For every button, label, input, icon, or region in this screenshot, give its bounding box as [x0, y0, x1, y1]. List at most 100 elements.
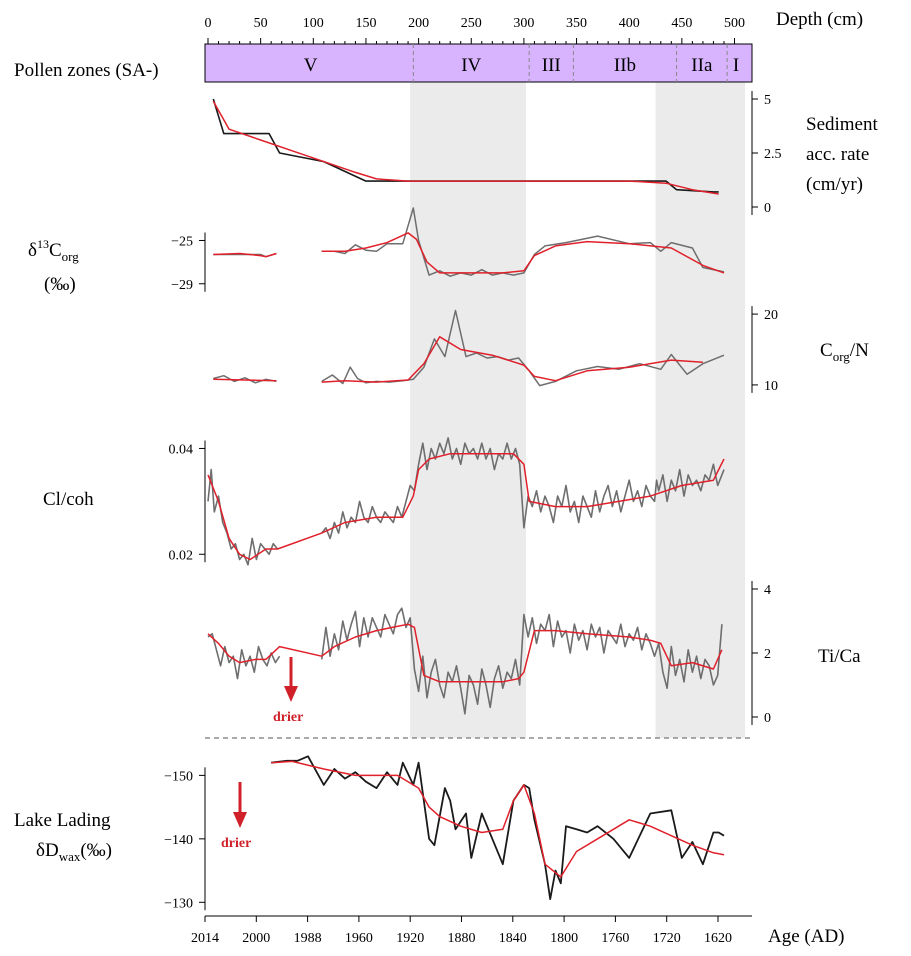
age-tick-label-1760: 1760	[601, 931, 629, 946]
acc-rate-label-line1: Sediment	[806, 114, 878, 135]
pollen-zones-label: Pollen zones (SA-)	[14, 60, 159, 81]
shade-0	[410, 82, 527, 738]
drier-arrow-dd: drier	[221, 782, 251, 851]
d13c-label-line1: δ13Corg	[28, 237, 79, 264]
depth-tick-label-150: 150	[355, 16, 376, 31]
dd-wax-sub: wax	[59, 849, 81, 864]
depth-tick-label-300: 300	[513, 16, 534, 31]
ti_ca-raw-seg-1	[320, 607, 723, 715]
arrow-head-2	[233, 812, 247, 828]
age-axis: 2014 2000 1988 1960 1920 1880 1840 1800 1760 1720…	[191, 915, 845, 947]
age-tick-label-1920: 1920	[396, 931, 424, 946]
zone-label-I: I	[733, 55, 739, 76]
cl_coh-raw-seg-1	[321, 437, 725, 540]
d13c-label: δ13Corg (‰)	[28, 237, 79, 295]
panel-d13c: −25 −29	[171, 207, 725, 293]
age-tick-label-2014: 2014	[191, 931, 219, 946]
corg_n-smooth-seg-0	[213, 378, 277, 382]
zone-band	[204, 43, 753, 83]
cl_coh-raw-seg-0	[207, 468, 279, 566]
age-tick-label-1880: 1880	[448, 931, 476, 946]
d13c-smooth-seg-1	[321, 232, 725, 274]
ti_ca-tick-label-2: 4	[764, 583, 771, 598]
age-tick-label-1960: 1960	[345, 931, 373, 946]
dd_wax-tick-label-2: −130	[164, 896, 193, 911]
pollen-zones: Pollen zones (SA-) V IV III IIb IIa I	[14, 43, 753, 83]
age-tick-label-1800: 1800	[550, 931, 578, 946]
shade-1	[655, 82, 746, 738]
corg-n-sub: org	[833, 349, 851, 364]
depth-tick-label-450: 450	[671, 16, 692, 31]
zone-label-V: V	[304, 55, 318, 76]
acc-rate-label-line2: acc. rate	[806, 144, 869, 165]
dd_wax-raw-seg-0	[271, 755, 725, 900]
dd-wax-label-line2: δDwax(‰)	[36, 840, 112, 864]
age-tick-label-1840: 1840	[499, 931, 527, 946]
age-axis-label: Age (AD)	[768, 926, 845, 947]
corg-n-label: Corg/N	[820, 340, 869, 364]
drier-text-1: drier	[273, 710, 303, 725]
depth-ticks: 0 50 100 150 200 250 300 350 400 450 500	[205, 16, 745, 44]
ti_ca-tick-label-0: 0	[764, 711, 771, 726]
acc-rate-label-line3: (cm/yr)	[806, 174, 863, 195]
d13c-tick-label-0: −25	[171, 234, 193, 249]
dd-wax-main: δD	[36, 840, 59, 861]
d13c-c: C	[49, 240, 62, 261]
depth-tick-label-500: 500	[724, 16, 745, 31]
drier-annotations: drier drier	[221, 657, 303, 851]
depth-tick-label-350: 350	[566, 16, 587, 31]
corg-n-c: C	[820, 340, 833, 361]
depth-axis: 0 50 100 150 200 250 300 350 400 450 500 Depth (cm…	[205, 9, 863, 45]
depth-tick-label-400: 400	[619, 16, 640, 31]
cl_coh-tick-label-0: 0.04	[169, 442, 194, 457]
depth-tick-label-50: 50	[254, 16, 268, 31]
panel-cl-coh: 0.04 0.02	[169, 437, 725, 566]
depth-tick-label-100: 100	[303, 16, 324, 31]
cl_coh-tick-label-1: 0.02	[169, 548, 194, 563]
zone-label-IIb: IIb	[614, 55, 636, 76]
corg_n-raw-seg-1	[321, 309, 725, 387]
drier-arrow-ti-ca: drier	[273, 657, 303, 725]
sediment_acc_rate-smooth-seg-0	[212, 100, 719, 195]
zone-label-IV: IV	[461, 55, 481, 76]
d13c-raw-seg-1	[321, 207, 725, 277]
panel-corg-n: 10 20	[213, 306, 778, 394]
zone-label-IIa: IIa	[691, 55, 713, 76]
sediment_acc_rate-tick-label-1: 2.5	[764, 147, 782, 162]
ti-ca-label: Ti/Ca	[818, 646, 861, 667]
cl-coh-label: Cl/coh	[43, 489, 94, 510]
age-tick-label-1720: 1720	[653, 931, 681, 946]
d13c-tick-label-1: −29	[171, 278, 193, 293]
corg_n-tick-label-0: 10	[764, 379, 778, 394]
sediment_acc_rate-tick-label-2: 5	[764, 93, 771, 108]
d13c-delta: δ	[28, 240, 37, 261]
dd_wax-tick-label-1: −140	[164, 833, 193, 848]
d13c-smooth-seg-0	[213, 252, 277, 258]
dd_wax-smooth-seg-0	[271, 760, 725, 878]
age-ticks: 2014 2000 1988 1960 1920 1880 1840 1800 1760 1720…	[191, 916, 732, 946]
ti_ca-tick-label-1: 2	[764, 647, 771, 662]
dd-wax-label: Lake Lading δDwax(‰)	[14, 810, 112, 864]
dd-wax-label-line1: Lake Lading	[14, 810, 111, 831]
cl_coh-smooth-seg-0	[207, 452, 725, 561]
age-tick-label-1988: 1988	[294, 931, 322, 946]
corg-n-label-text: Corg/N	[820, 340, 869, 364]
age-tick-label-2000: 2000	[242, 931, 270, 946]
corg-n-tail: /N	[850, 340, 869, 361]
ti_ca-raw-seg-0	[207, 633, 281, 680]
panel-dd-wax: −150 −140 −130	[164, 755, 725, 911]
panel-sediment-acc-rate: 02.55	[212, 91, 782, 216]
depth-tick-label-200: 200	[408, 16, 429, 31]
d13c-sup: 13	[37, 237, 49, 251]
panel-ti-ca: 0 2 4	[207, 581, 771, 726]
ti_ca-smooth-seg-0	[207, 623, 723, 683]
corg_n-smooth-seg-1	[321, 336, 703, 383]
dd_wax-tick-label-0: −150	[164, 769, 193, 784]
corg_n-raw-seg-0	[213, 374, 277, 384]
d13c-label-unit: (‰)	[44, 274, 76, 295]
sediment_acc_rate-tick-label-0: 0	[764, 201, 771, 216]
depth-tick-label-0: 0	[205, 16, 212, 31]
corg_n-tick-label-1: 20	[764, 308, 778, 323]
